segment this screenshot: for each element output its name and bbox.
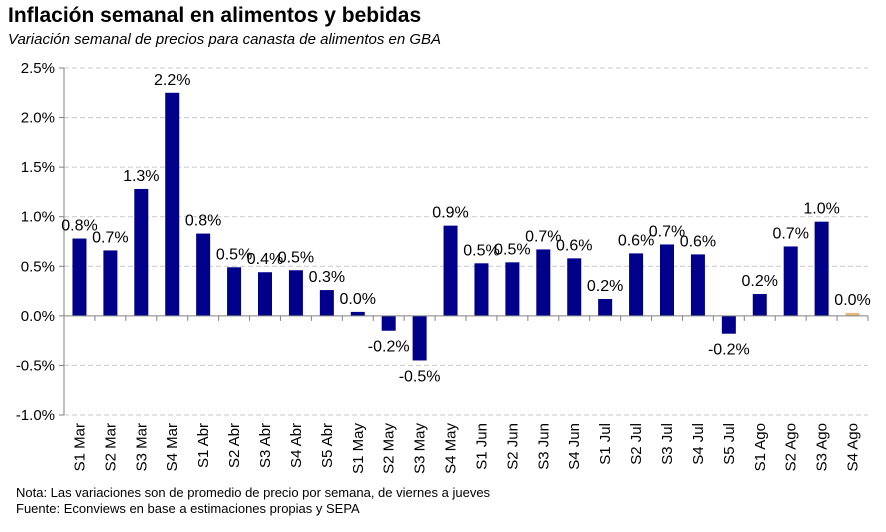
x-tick-label: S2 Jul: [628, 423, 645, 465]
x-tick-label: S1 Jul: [597, 423, 614, 465]
data-label: 0.9%: [432, 205, 468, 222]
x-axis-ticks: S1 Mar S2 Mar S3 Mar S4 Mar S1 Abr S2 Abr S3 A…: [71, 423, 861, 474]
x-tick-label: S4 Mar: [164, 423, 181, 471]
data-label: 0.7%: [525, 228, 561, 245]
bar: [134, 188, 149, 316]
data-label: -0.5%: [399, 368, 441, 385]
chart-title: Inflación semanal en alimentos y bebidas: [8, 4, 422, 27]
data-label: 0.5%: [216, 246, 252, 263]
x-tick-label: S3 Abr: [257, 423, 274, 468]
x-tick-label: S1 Ago: [752, 423, 769, 471]
footnote-note: Nota: Las variaciones son de promedio de…: [16, 485, 491, 500]
data-label: 0.4%: [247, 251, 283, 268]
x-tick-label: S2 May: [381, 423, 398, 474]
bar: [629, 253, 644, 316]
y-axis-ticks: -1.0% -0.5% 0.0% 0.5% 1.0% 1.5% 2.0% 2.5%: [16, 60, 55, 424]
bar: [288, 270, 303, 316]
data-label: 0.8%: [185, 213, 221, 230]
bar: [319, 290, 334, 316]
bar: [350, 311, 365, 316]
bar: [474, 263, 489, 316]
bar: [412, 315, 427, 361]
bar: [72, 238, 87, 316]
bar: [752, 294, 767, 316]
bar: [721, 315, 736, 334]
data-label: 0.5%: [278, 249, 314, 266]
x-tick-label: S1 May: [350, 423, 367, 474]
data-label: 0.3%: [309, 269, 345, 286]
x-tick-label: S1 Mar: [71, 423, 88, 471]
axes: [59, 67, 869, 416]
data-labels: 0.8%0.7%1.3%2.2%0.8%0.5%0.4%0.5%0.3%0.0%…: [61, 72, 871, 386]
data-label: 0.7%: [772, 225, 808, 242]
bar: [845, 312, 860, 316]
data-label: 0.5%: [463, 242, 499, 259]
x-tick-label: S2 Jun: [504, 423, 521, 470]
data-label: -0.2%: [708, 342, 750, 359]
data-label: 0.2%: [742, 273, 778, 290]
x-tick-label: S4 Jun: [566, 423, 583, 470]
data-label: 1.3%: [123, 168, 159, 185]
data-label: 0.7%: [92, 229, 128, 246]
data-label: 0.0%: [834, 292, 870, 309]
bar: [567, 258, 582, 316]
x-tick-label: S3 May: [412, 423, 429, 474]
data-label: 0.8%: [61, 218, 97, 235]
bars: [72, 92, 860, 361]
bar: [660, 244, 674, 316]
x-tick-label: S5 Abr: [319, 423, 336, 468]
x-tick-label: S4 Abr: [288, 423, 305, 468]
x-tick-label: S4 Jul: [690, 423, 707, 465]
data-label: -0.2%: [368, 339, 410, 356]
y-tick-label: 1.0%: [21, 209, 55, 226]
y-tick-label: -0.5%: [16, 357, 55, 374]
x-tick-label: S4 May: [443, 423, 460, 474]
y-tick-label: 0.5%: [21, 258, 55, 275]
x-tick-label: S2 Ago: [783, 423, 800, 471]
data-label: 0.6%: [556, 237, 592, 254]
chart-subtitle: Variación semanal de precios para canast…: [8, 31, 442, 48]
y-tick-label: 2.0%: [21, 110, 55, 127]
x-tick-label: S2 Abr: [226, 423, 243, 468]
data-label: 0.6%: [680, 233, 716, 250]
y-tick-label: 0.0%: [21, 308, 55, 325]
bar: [536, 249, 551, 316]
x-tick-label: S1 Jun: [473, 423, 490, 470]
bar: [381, 315, 396, 331]
y-tick-label: 1.5%: [21, 159, 55, 176]
bar: [196, 233, 211, 316]
x-tick-label: S3 Jul: [659, 423, 676, 465]
bar: [783, 246, 798, 316]
data-label: 0.0%: [340, 291, 376, 308]
x-tick-label: S2 Mar: [102, 423, 119, 471]
bar: [443, 225, 458, 316]
x-tick-label: S1 Abr: [195, 423, 212, 468]
data-label: 0.7%: [649, 223, 685, 240]
data-label: 0.2%: [587, 278, 623, 295]
x-tick-label: S3 Mar: [133, 423, 150, 471]
x-tick-label: S4 Ago: [845, 423, 862, 471]
y-tick-label: -1.0%: [16, 407, 55, 424]
x-tick-label: S3 Jun: [535, 423, 552, 470]
bar: [505, 262, 520, 316]
bar: [598, 299, 613, 316]
bar: [814, 221, 829, 316]
data-label: 0.6%: [618, 232, 654, 249]
data-label: 0.5%: [494, 241, 530, 258]
data-label: 1.0%: [803, 201, 839, 218]
data-label: 2.2%: [154, 72, 190, 89]
x-tick-label: S5 Jul: [721, 423, 738, 465]
y-tick-label: 2.5%: [21, 60, 55, 77]
bar: [103, 250, 118, 316]
bar: [227, 267, 242, 316]
bar: [258, 272, 272, 316]
grid-lines: [64, 67, 868, 416]
bar: [690, 254, 705, 316]
footnote-source: Fuente: Econviews en base a estimaciones…: [16, 501, 360, 516]
bar: [165, 92, 180, 316]
x-tick-label: S3 Ago: [814, 423, 831, 471]
